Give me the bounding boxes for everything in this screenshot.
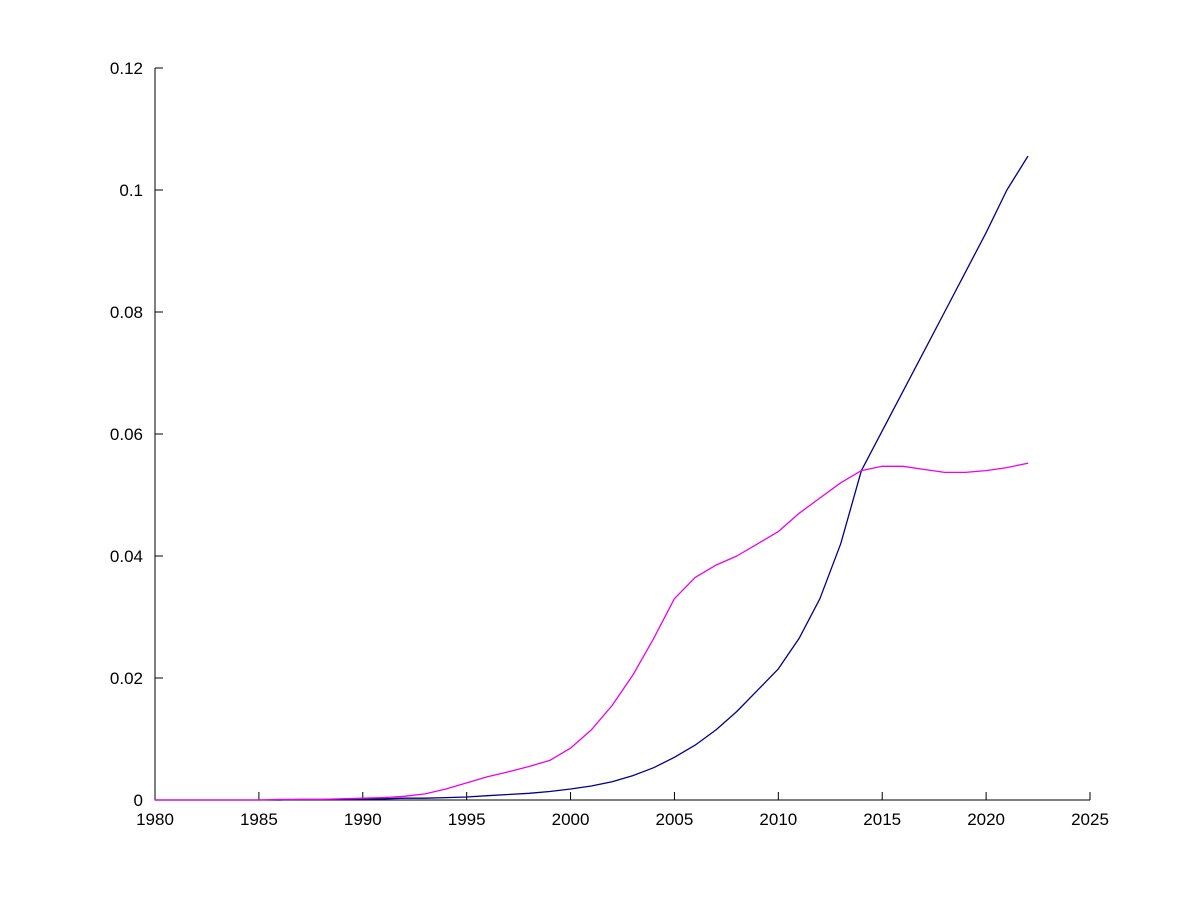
series-magenta-line — [154, 462, 1029, 801]
x-tick-label: 1990 — [344, 810, 382, 829]
y-tick-label: 0.02 — [110, 669, 143, 688]
x-tick-label: 2025 — [1071, 810, 1109, 829]
y-tick-label: 0.06 — [110, 425, 143, 444]
x-tick-label: 1995 — [448, 810, 486, 829]
y-tick-label: 0 — [134, 791, 143, 810]
x-tick-label: 2010 — [759, 810, 797, 829]
y-tick-label: 0.04 — [110, 547, 143, 566]
x-tick-label: 2020 — [967, 810, 1005, 829]
x-tick-label: 2015 — [863, 810, 901, 829]
x-tick-label: 2000 — [552, 810, 590, 829]
x-ticks: 1980 1985 1990 1995 2000 2005 2010 2015 2020 2025 — [136, 792, 1109, 829]
x-tick-label: 1985 — [240, 810, 278, 829]
y-tick-label: 0.08 — [110, 303, 143, 322]
x-tick-label: 1980 — [136, 810, 174, 829]
series-lines — [154, 155, 1029, 801]
series-dark-blue-line — [154, 155, 1029, 801]
x-tick-label: 2005 — [656, 810, 694, 829]
y-tick-label: 0.12 — [110, 59, 143, 78]
y-tick-label: 0.1 — [119, 181, 143, 200]
